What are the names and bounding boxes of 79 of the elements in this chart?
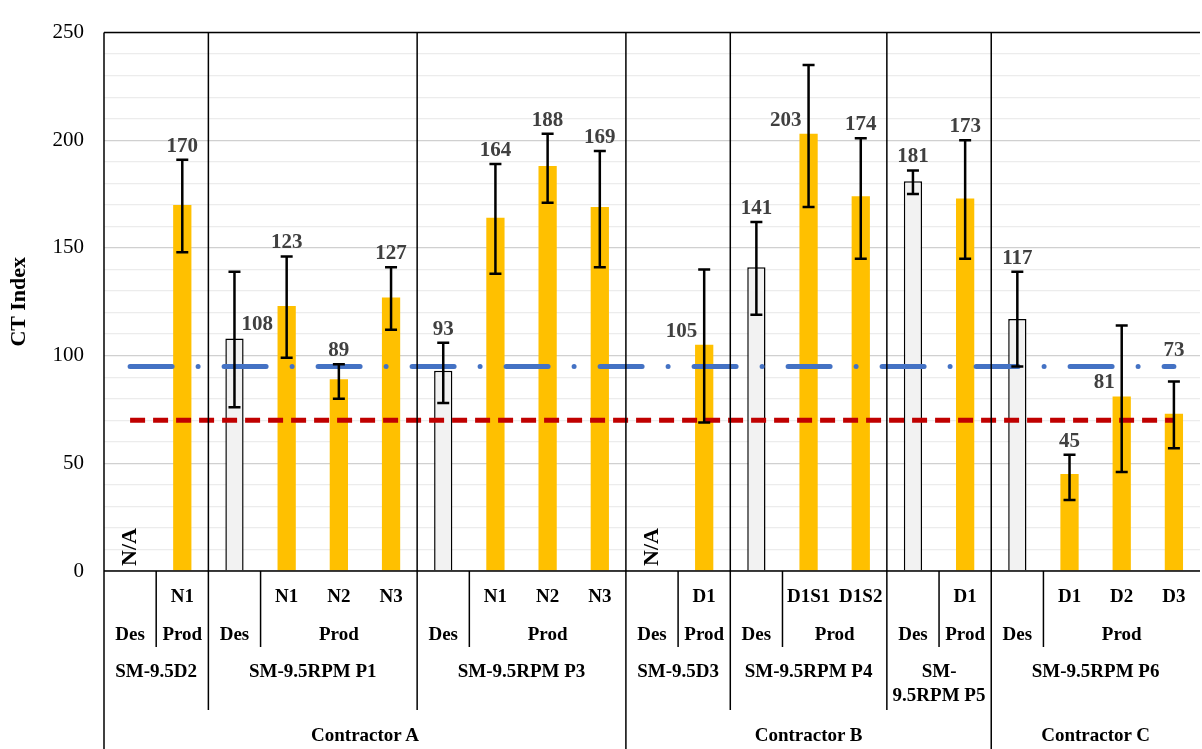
data-label: 181 (897, 143, 929, 168)
bar (486, 217, 505, 571)
bar (590, 207, 609, 571)
text: SM-9.5RPM P5 (892, 659, 986, 705)
x-tick-label: N2 (327, 585, 351, 607)
data-label: 127 (375, 240, 407, 265)
annotation: N/A (115, 528, 141, 566)
data-label: 89 (328, 337, 350, 362)
data-label: 73 (1163, 337, 1185, 362)
bar (173, 204, 192, 571)
bar (799, 133, 818, 571)
data-label: 188 (531, 106, 564, 131)
text: Prod (1101, 622, 1142, 644)
bar (1164, 413, 1184, 571)
text: Des (741, 622, 772, 644)
text: Des (219, 622, 250, 644)
x-tick-label: N1 (170, 585, 194, 607)
text: SM-9.5D3 (637, 659, 719, 681)
data-label: 105 (665, 317, 698, 342)
data-label: 173 (949, 113, 981, 138)
text: Prod (684, 622, 725, 644)
x-tick-label: D1 (692, 585, 716, 607)
text: SM-9.5RPM P1 (248, 659, 377, 681)
text: SM-9.5D2 (115, 659, 198, 681)
x-tick-label: D1 (953, 585, 977, 607)
annotation: N/A (637, 528, 663, 566)
text: Prod (318, 622, 359, 644)
text: SM-9.5RPM P6 (1031, 659, 1160, 681)
y-tick-label: 150 (52, 234, 84, 259)
y-tick-label: 100 (52, 342, 84, 367)
y-tick-label: 0 (73, 557, 84, 582)
x-tick-label: D2 (1110, 585, 1134, 607)
x-tick-label: D3 (1162, 585, 1186, 607)
data-label: 117 (1002, 244, 1033, 269)
y-tick-label: 250 (52, 19, 84, 44)
text: Des (115, 622, 145, 644)
data-label: 164 (479, 136, 512, 161)
bar (277, 306, 296, 571)
bar (538, 166, 557, 571)
bar (1060, 474, 1079, 571)
y-tick-label: 200 (52, 126, 84, 151)
x-tick-label: D1S2 (839, 585, 883, 607)
text: Prod (527, 622, 568, 644)
x-tick-label: N1 (275, 585, 299, 607)
bar (956, 198, 975, 571)
x-tick-label: N3 (588, 585, 612, 607)
text: Contractor A (311, 723, 420, 745)
bar (695, 344, 714, 571)
data-label: 45 (1059, 427, 1081, 452)
text: Contractor B (754, 723, 863, 745)
data-label: 93 (432, 315, 454, 340)
data-label: 81 (1093, 369, 1115, 394)
x-tick-label: N3 (379, 585, 403, 607)
text: Prod (162, 622, 203, 644)
bar (851, 196, 870, 571)
data-label: 141 (740, 195, 773, 220)
x-tick-label: D1S1 (786, 585, 831, 607)
text: SM-9.5RPM P4 (744, 659, 873, 681)
bar (381, 297, 401, 571)
x-tick-label: N2 (536, 585, 560, 607)
text: Des (898, 622, 928, 644)
text: Contractor C (1041, 723, 1151, 745)
data-label: 123 (270, 229, 303, 254)
text: Des (428, 622, 459, 644)
text: Des (1002, 622, 1033, 644)
x-tick-label: D1 (1057, 585, 1082, 607)
data-label: 169 (584, 123, 616, 148)
data-label: 108 (241, 311, 273, 336)
x-tick-label: N1 (483, 585, 508, 607)
bar (329, 379, 348, 571)
y-tick-label: 50 (63, 449, 84, 474)
text: SM-9.5RPM P3 (457, 659, 586, 681)
data-label: 203 (770, 106, 802, 131)
y-axis-title: CT Index (4, 257, 30, 347)
data-label: 174 (845, 111, 878, 136)
text: Prod (945, 622, 986, 644)
text: Prod (814, 622, 855, 644)
text: Des (637, 622, 667, 644)
data-label: 170 (166, 132, 199, 157)
